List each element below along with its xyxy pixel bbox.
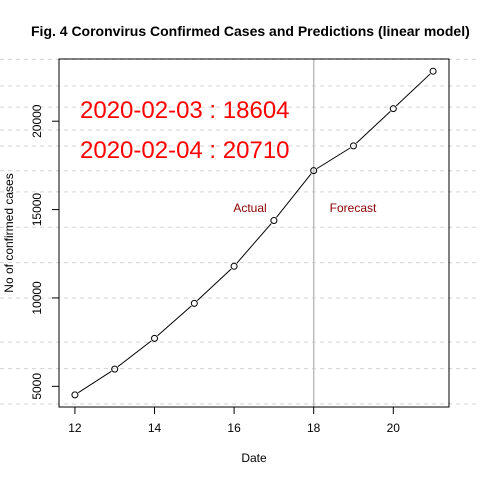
forecast-label: Forecast [330, 201, 377, 215]
series-segment [236, 223, 272, 264]
data-point [111, 365, 119, 373]
x-tick-label: 18 [307, 421, 321, 435]
x-tick-label: 12 [68, 421, 82, 435]
x-tick-label: 20 [387, 421, 401, 435]
y-tick-label: 10000 [30, 281, 44, 315]
series-segment [356, 111, 391, 144]
x-axis-label: Date [241, 451, 267, 465]
y-tick-label: 20000 [30, 104, 44, 138]
x-tick-label: 16 [227, 421, 241, 435]
x-axis: 12 14 16 18 20 [68, 406, 401, 435]
y-tick-label: 5000 [30, 373, 44, 400]
series-segment [395, 73, 431, 107]
data-point [230, 262, 238, 270]
data-point [429, 67, 437, 75]
prediction-annotation-1: 2020-02-03 : 18604 [80, 97, 290, 124]
series-segment [276, 173, 312, 218]
series-segment [117, 340, 152, 368]
data-point [151, 334, 159, 342]
x-tick-label: 14 [148, 421, 162, 435]
series-segment [316, 147, 351, 169]
y-tick-label: 15000 [30, 193, 44, 227]
data-point [270, 217, 278, 225]
series-group [78, 73, 431, 394]
data-point [389, 105, 397, 113]
chart-title: Fig. 4 Coronvirus Confirmed Cases and Pr… [31, 23, 470, 39]
series-segment [196, 268, 232, 302]
series-segment [78, 370, 112, 394]
data-point [71, 391, 79, 399]
y-axis-label: No of confirmed cases [2, 173, 16, 292]
data-point [310, 167, 318, 175]
data-point [349, 142, 357, 150]
points-group [71, 67, 437, 399]
y-axis: 5000 10000 15000 20000 [30, 104, 60, 400]
prediction-annotation-2: 2020-02-04 : 20710 [80, 137, 290, 164]
actual-label: Actual [233, 201, 266, 215]
series-segment [157, 305, 192, 337]
data-point [190, 299, 198, 307]
